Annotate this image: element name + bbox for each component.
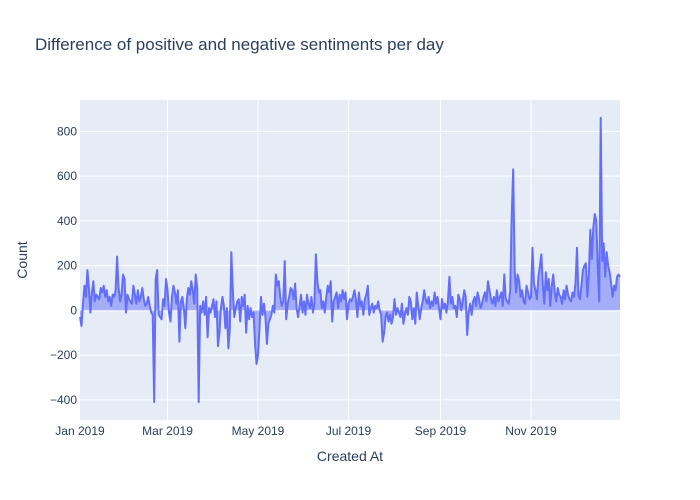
- y-tick-label: 0: [70, 303, 77, 317]
- x-tick-label: Mar 2019: [142, 424, 193, 438]
- chart-title: Difference of positive and negative sent…: [35, 35, 444, 54]
- x-tick-label: Sep 2019: [415, 424, 467, 438]
- series-line: [79, 116, 621, 404]
- y-gridlines: [80, 130, 620, 401]
- y-axis-title: Count: [14, 241, 30, 278]
- x-tick-label: Jan 2019: [55, 424, 105, 438]
- y-tick-label: 800: [57, 124, 77, 138]
- y-tick-labels: −400 −200 0 200 400 600 800: [50, 124, 77, 407]
- plot-area: [80, 100, 620, 420]
- series-area-fill: [80, 117, 620, 403]
- y-tick-label: 400: [57, 214, 77, 228]
- x-tick-label: Nov 2019: [505, 424, 557, 438]
- x-tick-label: May 2019: [232, 424, 285, 438]
- y-tick-label: 200: [57, 259, 77, 273]
- y-tick-label: 600: [57, 169, 77, 183]
- series-layer: [79, 116, 621, 404]
- y-tick-label: −400: [50, 393, 77, 407]
- x-gridlines: [167, 100, 532, 420]
- x-tick-labels: Jan 2019 Mar 2019 May 2019 Jul 2019 Sep 2019…: [55, 424, 557, 438]
- x-axis-title: Created At: [317, 448, 383, 464]
- y-tick-label: −200: [50, 348, 77, 362]
- x-tick-label: Jul 2019: [326, 424, 372, 438]
